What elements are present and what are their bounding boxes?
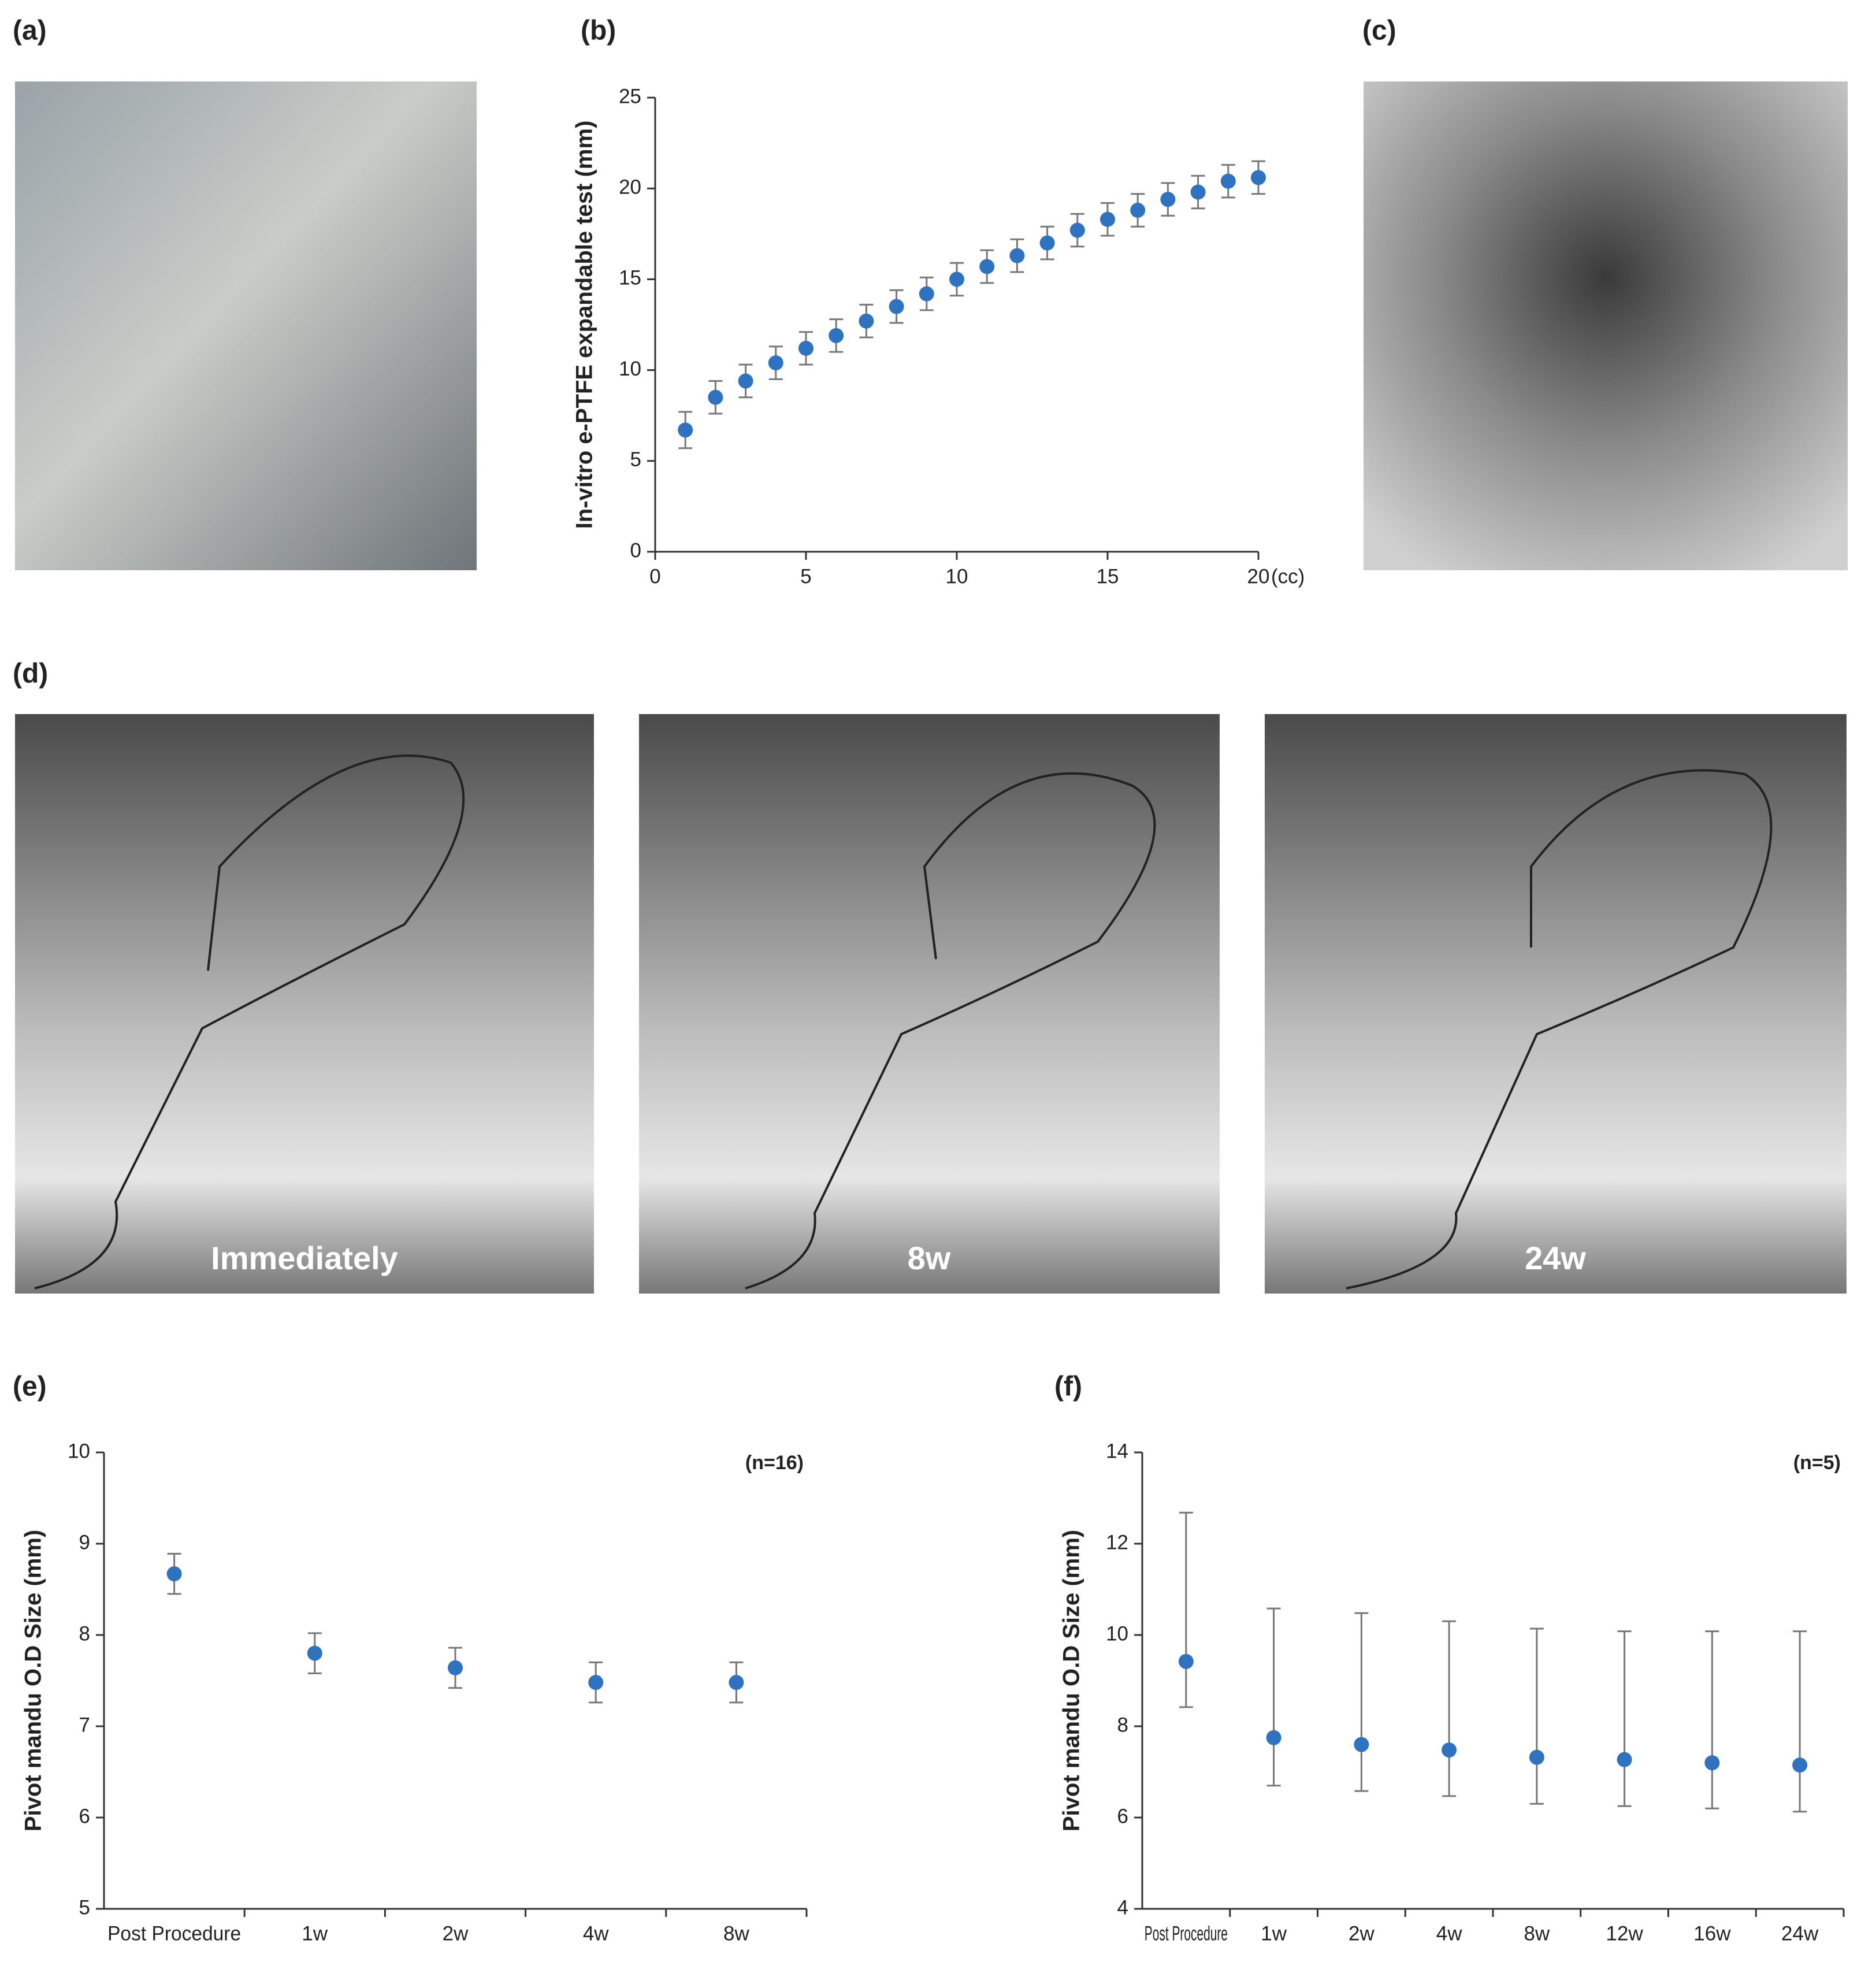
y-tick-label: 7 — [79, 1714, 90, 1736]
photo — [15, 81, 477, 570]
y-axis-label: Pivot mandu O.D Size (mm) — [1059, 1530, 1084, 1831]
x-tick-label: Post Procedure — [107, 1922, 241, 1945]
y-tick-label: 15 — [619, 267, 641, 289]
x-tick-label: 1w — [302, 1922, 328, 1945]
point — [1039, 235, 1055, 251]
y-tick-label: 5 — [630, 448, 641, 471]
x-tick-label: 10 — [946, 565, 968, 588]
catheter — [1346, 769, 1773, 1289]
point — [1529, 1749, 1544, 1765]
point — [1178, 1653, 1194, 1669]
point — [166, 1566, 182, 1582]
y-axis-label: Pivot mandu O.D Size (mm) — [21, 1530, 46, 1831]
xray-image — [1364, 81, 1848, 570]
point — [949, 272, 964, 287]
point — [1266, 1730, 1281, 1745]
x-tick-label: 15 — [1097, 565, 1119, 588]
panel-label: (d) — [13, 659, 48, 689]
x-tick-label: 16w — [1693, 1922, 1731, 1945]
x-tick-label: 5 — [800, 565, 811, 588]
x-tick-label: Post Procedure — [1145, 1922, 1228, 1945]
y-tick-label: 20 — [619, 176, 641, 198]
point — [979, 259, 995, 274]
panel-label: (a) — [13, 16, 47, 46]
y-tick-label: 14 — [1106, 1440, 1128, 1462]
x-tick-label: 8w — [1524, 1922, 1550, 1945]
image-label: Immediately — [211, 1240, 398, 1276]
point — [859, 313, 874, 329]
x-tick-label: 8w — [723, 1922, 749, 1945]
x-tick-label: 2w — [1349, 1922, 1375, 1945]
annotation: (n=16) — [745, 1452, 804, 1474]
point — [1704, 1755, 1720, 1771]
panel-label: (b) — [581, 16, 616, 46]
panel-label: (c) — [1362, 16, 1396, 46]
point — [768, 355, 783, 371]
point — [1130, 202, 1146, 218]
x-tick-label: 1w — [1261, 1922, 1287, 1945]
y-tick-label: 10 — [1106, 1622, 1128, 1645]
point — [1100, 211, 1115, 227]
image-label: 24w — [1525, 1240, 1586, 1276]
y-tick-label: 6 — [1117, 1805, 1128, 1827]
panel-label: (f) — [1054, 1372, 1082, 1402]
point — [1009, 248, 1025, 263]
xray-image — [15, 714, 594, 1294]
x-tick-label: 0 — [649, 565, 660, 588]
point — [1617, 1752, 1632, 1767]
point — [829, 328, 844, 343]
x-tick-label: 20 — [1247, 565, 1270, 588]
point — [919, 286, 934, 302]
point — [1190, 184, 1206, 200]
x-tick-label: 4w — [1436, 1922, 1462, 1945]
point — [448, 1660, 463, 1675]
point — [729, 1675, 744, 1690]
point — [1354, 1737, 1369, 1752]
y-tick-label: 6 — [79, 1805, 90, 1827]
x-tick-label: 2w — [443, 1922, 469, 1945]
point — [889, 299, 904, 314]
point — [307, 1645, 322, 1661]
point — [678, 422, 693, 438]
y-tick-label: 25 — [619, 85, 641, 107]
y-axis-label: In-vitro e-PTFE expandable test (mm) — [572, 121, 597, 529]
y-tick-label: 0 — [630, 539, 641, 562]
image-label: 8w — [908, 1240, 951, 1276]
point — [1220, 173, 1236, 189]
y-tick-label: 4 — [1117, 1896, 1128, 1919]
xray-image — [1265, 714, 1847, 1294]
point — [1792, 1757, 1808, 1773]
point — [798, 340, 813, 356]
y-tick-label: 10 — [619, 358, 641, 380]
point — [738, 373, 753, 389]
point — [588, 1675, 604, 1690]
y-tick-label: 8 — [1117, 1714, 1128, 1736]
y-tick-label: 9 — [79, 1531, 90, 1554]
point — [1069, 222, 1085, 238]
point — [708, 389, 723, 405]
xray-image — [639, 714, 1220, 1294]
y-tick-label: 8 — [79, 1622, 90, 1645]
x-axis-label: (cc) — [1271, 565, 1305, 588]
point — [1251, 170, 1266, 185]
point — [1160, 192, 1176, 207]
y-tick-label: 12 — [1106, 1531, 1128, 1554]
catheter — [745, 772, 1156, 1289]
annotation: (n=5) — [1793, 1452, 1841, 1474]
point — [1442, 1742, 1457, 1758]
x-tick-label: 24w — [1781, 1922, 1819, 1945]
catheter — [34, 755, 465, 1289]
x-tick-label: 4w — [583, 1922, 609, 1945]
y-tick-label: 10 — [68, 1440, 90, 1462]
panel-label: (e) — [13, 1372, 47, 1402]
x-tick-label: 12w — [1606, 1922, 1644, 1945]
y-tick-label: 5 — [79, 1896, 90, 1919]
